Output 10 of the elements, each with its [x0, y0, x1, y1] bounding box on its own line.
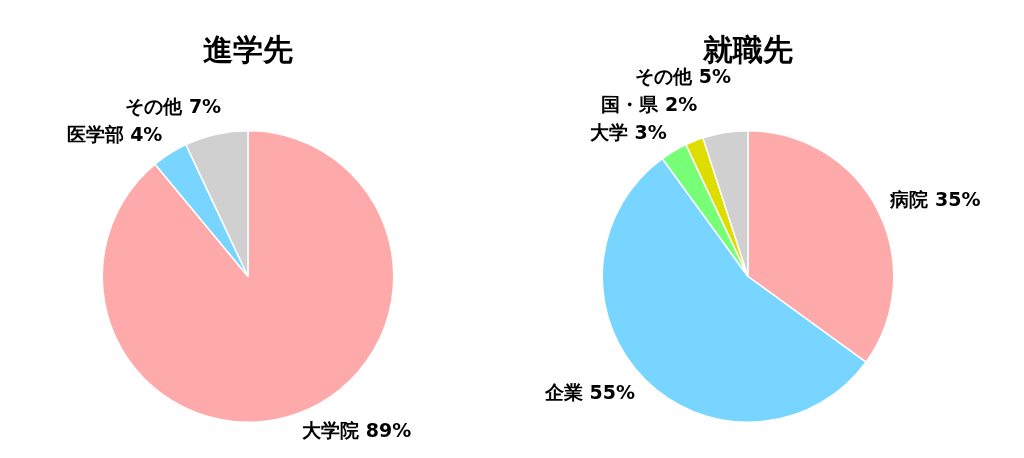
chart-title: 進学先 — [203, 31, 293, 67]
slice-label: その他 5% — [635, 64, 732, 87]
slice-label: 大学院 89% — [302, 419, 412, 442]
slice-label: 大学 3% — [589, 120, 667, 143]
slice-label: 国・県 2% — [601, 92, 698, 115]
slice-label: 医学部 4% — [66, 123, 163, 146]
slice-label: 病院 35% — [889, 188, 981, 211]
slice-label: その他 7% — [125, 95, 222, 118]
chart-title: 就職先 — [702, 31, 793, 67]
slice-label: 企業 55% — [543, 380, 636, 403]
